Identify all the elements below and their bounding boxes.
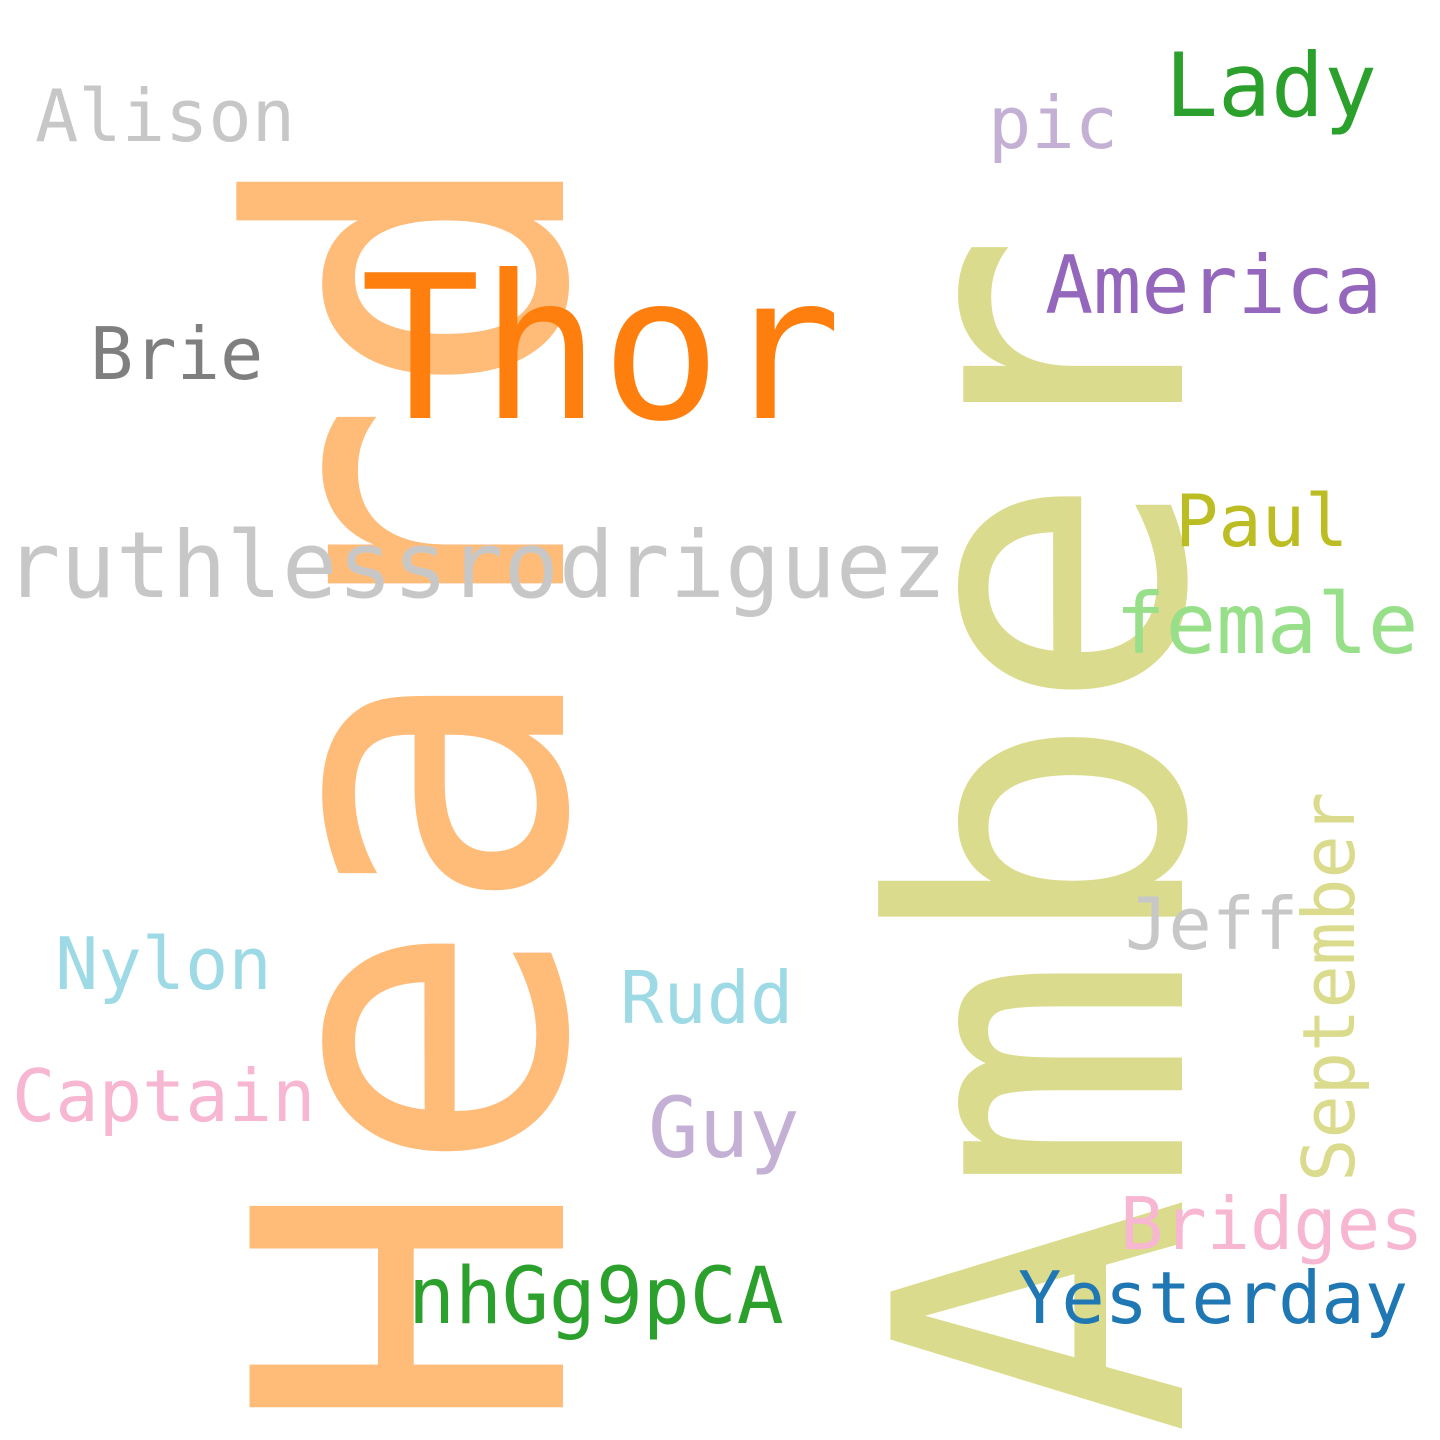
word-september: September — [1287, 791, 1371, 1182]
word-brie: Brie — [90, 312, 264, 396]
word-pic: pic — [988, 81, 1119, 165]
word-yesterday: Yesterday — [1018, 1256, 1409, 1340]
word-nhgg9pca: nhGg9pCA — [408, 1252, 784, 1342]
word-nylon: Nylon — [55, 922, 272, 1006]
word-female: female — [1115, 575, 1419, 673]
word-jeff: Jeff — [1125, 882, 1299, 966]
word-captain: Captain — [12, 1054, 316, 1138]
word-paul: Paul — [1175, 479, 1349, 563]
word-ruthlessrodriguez: ruthlessrodriguez — [5, 512, 947, 619]
word-bridges: Bridges — [1120, 1182, 1424, 1266]
word-lady: Lady — [1165, 34, 1377, 137]
word-rudd: Rudd — [620, 956, 794, 1040]
word-alison: Alison — [35, 74, 296, 158]
word-thor: Thor — [360, 233, 842, 466]
word-guy: Guy — [648, 1079, 800, 1177]
word-america: America — [1045, 239, 1383, 332]
